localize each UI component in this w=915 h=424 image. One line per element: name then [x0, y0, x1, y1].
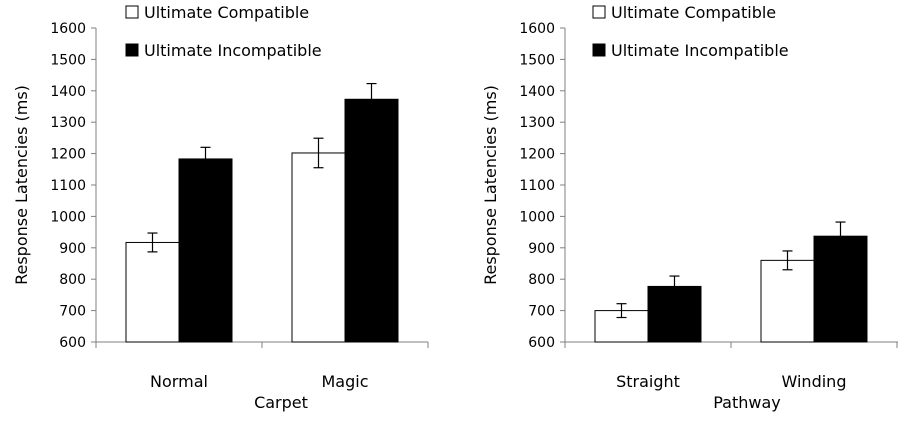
- legend-swatch: [592, 5, 606, 19]
- chart-2: 600 700 800 900 1000 1100 1200 1300 1400 1500 1600…: [481, 3, 898, 412]
- x-axis-title: Pathway: [713, 393, 781, 412]
- y-tick-label: 900: [528, 241, 555, 257]
- y-tick-label: 800: [528, 272, 555, 288]
- bar: [344, 98, 399, 343]
- y-tick-label: 1400: [50, 84, 86, 100]
- y-tick-label: 700: [528, 304, 555, 320]
- y-tick-label: 1100: [50, 178, 86, 194]
- y-tick-label: 1000: [50, 209, 86, 225]
- y-tick-label: 700: [59, 304, 86, 320]
- y-tick-label: 1200: [50, 147, 86, 163]
- x-tick-label: Normal: [150, 372, 208, 391]
- y-tick-label: 1000: [519, 209, 555, 225]
- y-tick-label: 1400: [519, 84, 555, 100]
- y-tick-label: 800: [59, 272, 86, 288]
- bar: [813, 235, 868, 343]
- legend-label: Ultimate Incompatible: [611, 41, 789, 60]
- legend-swatch: [592, 43, 606, 57]
- legend-label: Ultimate Compatible: [611, 3, 776, 22]
- y-tick-label: 1600: [519, 21, 555, 37]
- y-tick-label: 600: [59, 335, 86, 351]
- y-tick-label: 600: [528, 335, 555, 351]
- y-tick-label: 1100: [519, 178, 555, 194]
- y-tick-label: 1600: [50, 21, 86, 37]
- y-tick-label: 1500: [519, 52, 555, 68]
- x-axis-title: Carpet: [254, 393, 308, 412]
- legend-label: Ultimate Incompatible: [144, 41, 322, 60]
- legend-label: Ultimate Compatible: [144, 3, 309, 22]
- y-tick-label: 900: [59, 241, 86, 257]
- x-tick-label: Magic: [321, 372, 368, 391]
- bar: [291, 152, 346, 343]
- y-tick-label: 1200: [519, 147, 555, 163]
- y-tick-label: 1500: [50, 52, 86, 68]
- bar: [760, 259, 815, 343]
- y-axis-title: Response Latencies (ms): [12, 85, 31, 285]
- y-axis-title: Response Latencies (ms): [481, 85, 500, 285]
- bar: [125, 241, 180, 343]
- x-tick-label: Winding: [782, 372, 847, 391]
- legend-swatch: [125, 5, 139, 19]
- y-tick-label: 1300: [519, 115, 555, 131]
- chart-1: 600 700 800 900 1000 1100 1200 1300 1400 1500 1600…: [12, 3, 429, 412]
- legend-swatch: [125, 43, 139, 57]
- x-tick-label: Straight: [616, 372, 680, 391]
- bar: [178, 158, 233, 343]
- y-tick-label: 1300: [50, 115, 86, 131]
